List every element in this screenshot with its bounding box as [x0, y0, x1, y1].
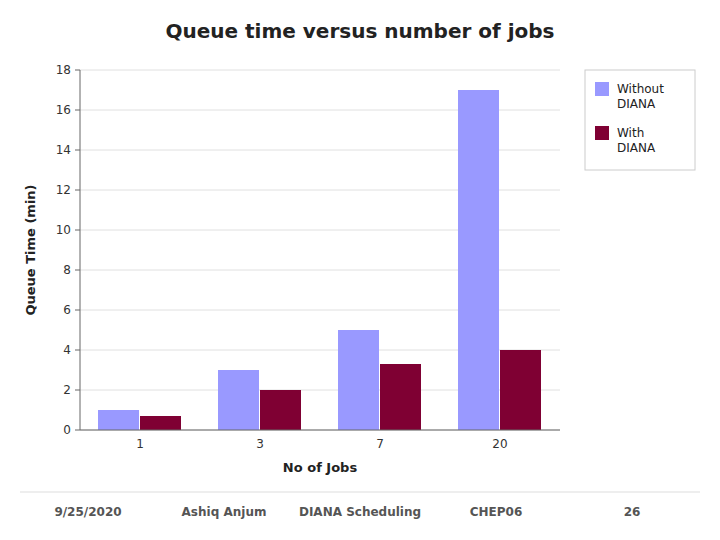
y-tick-label: 4	[63, 343, 71, 357]
y-tick	[75, 310, 80, 311]
legend-entry: WithDIANA	[617, 126, 656, 155]
legend-swatch	[595, 82, 609, 96]
footer-text: 26	[624, 505, 641, 519]
legend: WithoutDIANAWithDIANA	[585, 70, 695, 170]
bar	[380, 364, 421, 430]
y-tick-label: 0	[63, 423, 71, 437]
footer: 9/25/2020 Ashiq Anjum DIANA Scheduling CHEP…	[20, 492, 700, 519]
bar	[140, 416, 181, 430]
legend-entry-line: With	[617, 126, 644, 140]
legend-entry-line: DIANA	[617, 141, 656, 155]
legend-entry-line: DIANA	[617, 97, 656, 111]
y-tick	[75, 270, 80, 271]
footer-text: CHEP06	[470, 505, 523, 519]
title: Queue time versus number of jobs	[165, 19, 554, 43]
y-tick	[75, 350, 80, 351]
bar	[218, 370, 259, 430]
bar	[500, 350, 541, 430]
y-tick	[75, 190, 80, 191]
y-tick-label: 2	[63, 383, 71, 397]
x-tick-label: 20	[492, 437, 507, 451]
y-tick	[75, 430, 80, 431]
footer-text: DIANA Scheduling	[299, 505, 421, 519]
bar	[458, 90, 499, 430]
bar	[260, 390, 301, 430]
y-tick	[75, 390, 80, 391]
legend-swatch	[595, 126, 609, 140]
bars	[98, 90, 541, 430]
y-tick	[75, 110, 80, 111]
y-axis-label: Queue Time (min)	[23, 184, 38, 315]
chart-svg: Queue time versus number of jobs 0 2 4 6 8 10 1…	[0, 0, 720, 540]
y-tick-label: 10	[56, 223, 71, 237]
footer-rule	[20, 492, 700, 493]
bar	[338, 330, 379, 430]
grid-line	[80, 70, 560, 71]
y-tick-label: 16	[56, 103, 71, 117]
y-tick-label: 18	[56, 63, 71, 77]
grid-line	[80, 430, 560, 431]
legend-frame	[585, 70, 695, 170]
x-tick-label: 3	[256, 437, 264, 451]
y-tick	[75, 150, 80, 151]
background	[0, 0, 720, 540]
y-tick-label: 6	[63, 303, 71, 317]
y-tick	[75, 230, 80, 231]
y-tick-label: 12	[56, 183, 71, 197]
legend-entry: WithoutDIANA	[617, 82, 664, 111]
x-tick-label: 1	[136, 437, 144, 451]
y-axis-line	[80, 70, 81, 430]
x-axis: 1 3 7 20	[136, 437, 507, 451]
legend-entry-line: Without	[617, 82, 664, 96]
y-tick	[75, 70, 80, 71]
footer-text: 9/25/2020	[54, 505, 121, 519]
x-axis-label: No of Jobs	[283, 460, 358, 475]
x-tick-label: 7	[376, 437, 384, 451]
bar	[98, 410, 139, 430]
footer-text: Ashiq Anjum	[182, 505, 267, 519]
y-axis: 0 2 4 6 8 10 12 14 16 18	[56, 63, 560, 437]
y-tick-label: 14	[56, 143, 71, 157]
y-tick-label: 8	[63, 263, 71, 277]
x-axis-line	[80, 430, 560, 431]
